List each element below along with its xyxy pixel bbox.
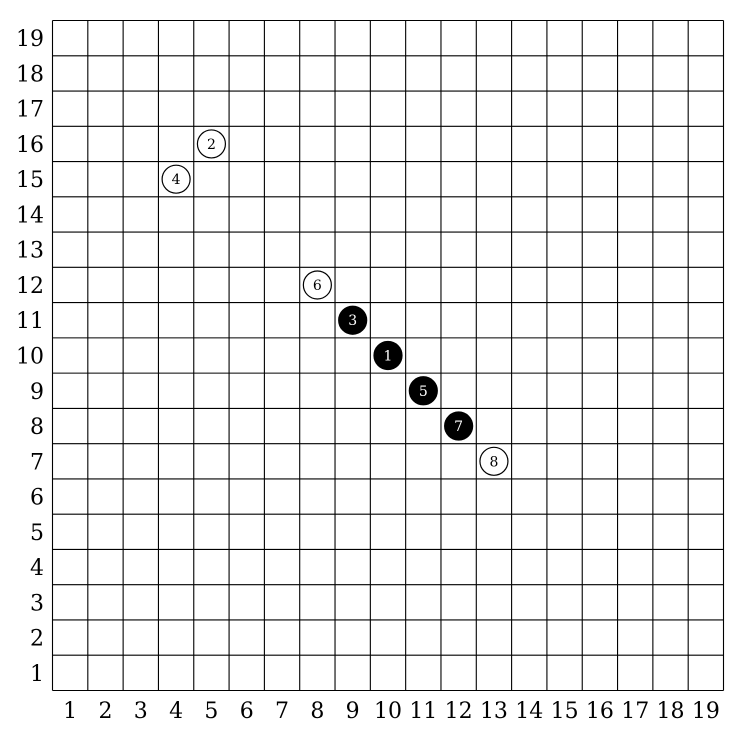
stone-white: 8 [479, 446, 509, 476]
row-label: 4 [30, 556, 44, 581]
column-label: 7 [275, 699, 289, 724]
stone-white: 6 [302, 270, 332, 300]
row-label: 5 [30, 521, 44, 546]
column-label: 13 [480, 699, 508, 724]
stone-circle [444, 411, 474, 441]
row-label: 1 [30, 662, 44, 687]
stone-black: 7 [444, 411, 474, 441]
stone-circle [338, 305, 368, 335]
stones-layer: 1 2 3 4 5 6 7 8 [161, 129, 509, 476]
column-label: 14 [515, 699, 543, 724]
column-label: 19 [692, 699, 720, 724]
row-label: 15 [16, 168, 44, 193]
row-label: 2 [30, 627, 44, 652]
row-label: 14 [16, 203, 44, 228]
row-label: 12 [16, 274, 44, 299]
row-label: 18 [16, 62, 44, 87]
column-label: 5 [204, 699, 218, 724]
column-label: 4 [169, 699, 183, 724]
stone-move-number: 6 [313, 278, 322, 294]
stone-move-number: 7 [454, 419, 463, 435]
column-label: 1 [63, 699, 77, 724]
column-label: 17 [621, 699, 649, 724]
row-label: 17 [16, 98, 44, 123]
row-label: 11 [16, 309, 44, 334]
column-label: 2 [98, 699, 112, 724]
column-label: 10 [374, 699, 402, 724]
stone-black: 5 [408, 376, 438, 406]
column-label: 12 [445, 699, 473, 724]
row-label: 6 [30, 486, 44, 511]
stone-circle [479, 446, 509, 476]
stone-circle [196, 129, 227, 159]
stone-black: 1 [373, 340, 403, 371]
stone-move-number: 1 [384, 349, 393, 365]
stone-move-number: 8 [489, 454, 498, 470]
stone-move-number: 2 [207, 137, 216, 153]
column-label: 18 [657, 699, 685, 724]
stone-circle [373, 340, 403, 371]
stone-black: 3 [338, 305, 368, 335]
column-label: 9 [346, 699, 360, 724]
row-label: 16 [16, 133, 44, 158]
row-label: 8 [30, 415, 44, 440]
row-label: 7 [30, 450, 44, 475]
stone-move-number: 5 [419, 384, 428, 400]
row-label: 19 [16, 27, 44, 52]
stone-white: 2 [196, 129, 227, 159]
column-label: 3 [134, 699, 148, 724]
board-grid [51, 19, 725, 692]
stone-circle [161, 164, 191, 194]
column-label: 16 [586, 699, 614, 724]
column-labels: 1 2 3 4 5 6 7 8 9 10 11 12 13 14 15 16 17 18 19 [63, 699, 720, 724]
column-label: 15 [551, 699, 579, 724]
row-label: 13 [16, 239, 44, 264]
row-label: 9 [30, 380, 44, 405]
column-label: 11 [409, 699, 437, 724]
stone-white: 4 [161, 164, 191, 194]
stone-circle [408, 376, 438, 406]
row-label: 3 [30, 591, 44, 616]
row-label: 10 [16, 345, 44, 370]
column-label: 6 [240, 699, 254, 724]
stone-circle [302, 270, 332, 300]
column-label: 8 [310, 699, 324, 724]
stone-move-number: 4 [172, 172, 181, 188]
stone-move-number: 3 [348, 313, 357, 329]
